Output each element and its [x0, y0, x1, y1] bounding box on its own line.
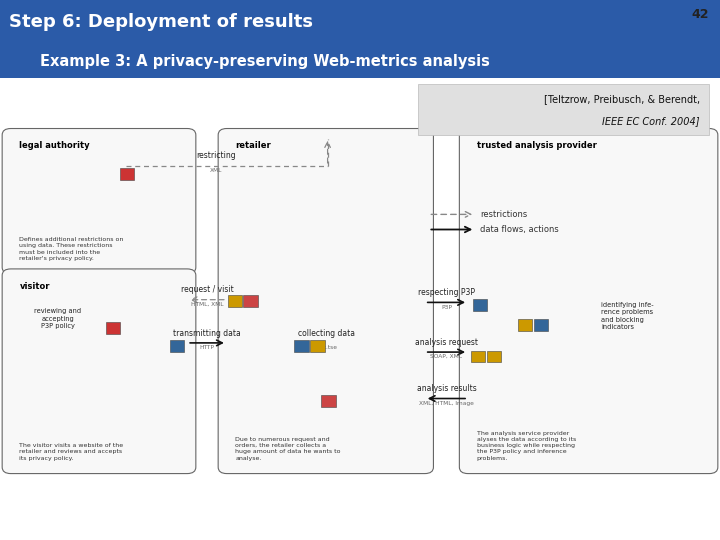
- FancyBboxPatch shape: [2, 129, 196, 274]
- FancyBboxPatch shape: [218, 129, 433, 474]
- FancyBboxPatch shape: [534, 319, 548, 331]
- Text: data flows, actions: data flows, actions: [480, 225, 559, 234]
- Text: retailer: retailer: [235, 141, 271, 151]
- FancyBboxPatch shape: [2, 269, 196, 474]
- Text: Defines additional restrictions on
using data. These restrictions
must be includ: Defines additional restrictions on using…: [19, 237, 124, 261]
- FancyBboxPatch shape: [243, 295, 258, 307]
- Text: request / visit: request / visit: [181, 285, 234, 294]
- Text: Example 3: A privacy-preserving Web-metrics analysis: Example 3: A privacy-preserving Web-metr…: [40, 53, 490, 69]
- Text: Due to numerous request and
orders, the retailer collects a
huge amount of data : Due to numerous request and orders, the …: [235, 437, 341, 461]
- Text: The visitor visits a website of the
retailer and reviews and accepts
its privacy: The visitor visits a website of the reta…: [19, 443, 124, 461]
- FancyBboxPatch shape: [418, 84, 709, 135]
- Text: XML, HTML, Image: XML, HTML, Image: [419, 401, 474, 406]
- Text: Step 6: Deployment of results: Step 6: Deployment of results: [9, 13, 312, 31]
- Text: P3P: P3P: [441, 305, 452, 309]
- Text: SOAP, XML: SOAP, XML: [431, 354, 462, 359]
- FancyBboxPatch shape: [170, 340, 184, 352]
- Text: analysis request: analysis request: [415, 338, 478, 347]
- Text: XML: XML: [210, 168, 222, 173]
- Text: analysis results: analysis results: [417, 384, 476, 393]
- Text: part.tse: part.tse: [315, 345, 338, 349]
- FancyBboxPatch shape: [106, 322, 120, 334]
- FancyBboxPatch shape: [459, 129, 718, 474]
- FancyBboxPatch shape: [321, 395, 336, 407]
- FancyBboxPatch shape: [487, 350, 501, 362]
- Text: 42: 42: [692, 8, 709, 21]
- Text: restrictions: restrictions: [480, 210, 528, 219]
- FancyBboxPatch shape: [518, 319, 532, 331]
- Text: visitor: visitor: [19, 282, 50, 291]
- FancyBboxPatch shape: [294, 340, 309, 352]
- Text: identifying infe-
rence problems
and blocking
indicators: identifying infe- rence problems and blo…: [601, 302, 654, 330]
- Text: restricting: restricting: [196, 151, 236, 160]
- Text: reviewing and
accepting
P3P policy: reviewing and accepting P3P policy: [34, 308, 81, 329]
- Text: [Teltzrow, Preibusch, & Berendt,: [Teltzrow, Preibusch, & Berendt,: [544, 94, 700, 104]
- Text: HTML, XML: HTML, XML: [191, 302, 224, 307]
- FancyBboxPatch shape: [473, 299, 487, 310]
- Text: IEEE EC Conf. 2004]: IEEE EC Conf. 2004]: [603, 116, 700, 126]
- FancyBboxPatch shape: [0, 0, 720, 78]
- Text: The analysis service provider
alyses the data according to its
business logic wh: The analysis service provider alyses the…: [477, 431, 576, 461]
- FancyBboxPatch shape: [228, 295, 242, 307]
- Text: trusted analysis provider: trusted analysis provider: [477, 141, 596, 151]
- Text: respecting P3P: respecting P3P: [418, 288, 475, 297]
- Text: HTTP: HTTP: [200, 345, 215, 350]
- Text: collecting data: collecting data: [297, 328, 355, 338]
- FancyBboxPatch shape: [471, 350, 485, 362]
- FancyBboxPatch shape: [310, 340, 325, 352]
- Text: transmitting data: transmitting data: [174, 328, 241, 338]
- FancyBboxPatch shape: [120, 168, 134, 180]
- Text: legal authority: legal authority: [19, 141, 90, 151]
